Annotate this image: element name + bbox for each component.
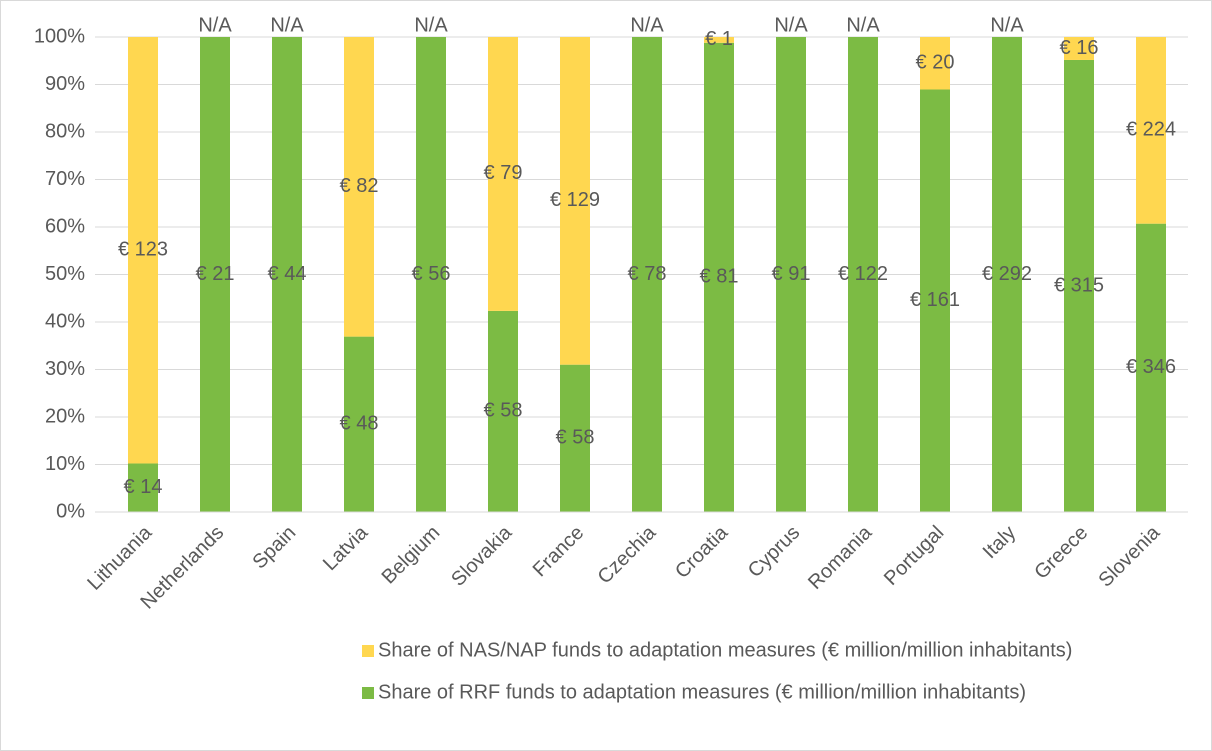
data-label: € 123 [118, 239, 168, 261]
bar-segment [272, 37, 302, 512]
data-label: N/A [414, 14, 448, 36]
data-label: N/A [774, 14, 808, 36]
bar-segment [1136, 37, 1166, 224]
y-tick-label: 40% [45, 310, 85, 332]
bar-segment [776, 37, 806, 512]
data-label: € 292 [982, 263, 1032, 285]
y-tick-label: 20% [45, 405, 85, 427]
data-label: € 315 [1054, 274, 1104, 296]
data-label: N/A [846, 14, 880, 36]
data-label: € 44 [268, 263, 307, 285]
data-label: N/A [990, 14, 1024, 36]
bar-segment [488, 310, 518, 512]
y-tick-label: 0% [56, 500, 85, 522]
bar-segment [920, 89, 950, 512]
bar-segment [488, 37, 518, 311]
bar-segment [1064, 59, 1094, 512]
bar-segment [128, 463, 158, 512]
data-label: N/A [630, 14, 664, 36]
data-label: € 78 [628, 263, 667, 285]
bar-segment [920, 37, 950, 90]
data-label: N/A [198, 14, 232, 36]
data-label: € 20 [916, 52, 955, 74]
bar-segment [560, 37, 590, 365]
data-label: € 58 [484, 400, 523, 422]
data-label: € 48 [340, 413, 379, 435]
y-tick-label: 60% [45, 215, 85, 237]
bar-segment [1136, 223, 1166, 512]
y-tick-label: 10% [45, 453, 85, 475]
data-label: € 82 [340, 175, 379, 197]
bar-segment [704, 37, 734, 43]
bar-segment [200, 37, 230, 512]
bar-segment [848, 37, 878, 512]
bar-segment [1064, 37, 1094, 60]
legend-label: Share of RRF funds to adaptation measure… [378, 681, 1026, 703]
bar-segment [344, 37, 374, 337]
y-tick-label: 70% [45, 168, 85, 190]
data-label: € 58 [556, 427, 595, 449]
bar-segment [344, 336, 374, 512]
bar-segment [632, 37, 662, 512]
data-label: € 346 [1126, 356, 1176, 378]
data-label: € 91 [772, 263, 811, 285]
y-tick-label: 50% [45, 263, 85, 285]
bar-segment [416, 37, 446, 512]
y-tick-label: 100% [34, 25, 85, 47]
y-tick-label: 30% [45, 358, 85, 380]
bar-segment [704, 42, 734, 512]
data-label: € 56 [412, 263, 451, 285]
y-tick-label: 80% [45, 120, 85, 142]
data-label: € 16 [1060, 37, 1099, 59]
data-label: € 21 [196, 263, 235, 285]
legend-swatch [362, 687, 374, 699]
data-label: € 79 [484, 162, 523, 184]
data-label: € 1 [705, 28, 733, 50]
bar-segment [560, 364, 590, 512]
data-label: € 81 [700, 266, 739, 288]
data-label: € 161 [910, 289, 960, 311]
data-label: € 224 [1126, 119, 1176, 141]
data-label: € 14 [124, 476, 163, 498]
data-label: N/A [270, 14, 304, 36]
data-label: € 129 [550, 189, 600, 211]
legend-swatch [362, 645, 374, 657]
legend-label: Share of NAS/NAP funds to adaptation mea… [378, 639, 1072, 661]
bar-segment [128, 37, 158, 464]
y-tick-label: 90% [45, 73, 85, 95]
bar-segment [992, 37, 1022, 512]
data-label: € 122 [838, 263, 888, 285]
